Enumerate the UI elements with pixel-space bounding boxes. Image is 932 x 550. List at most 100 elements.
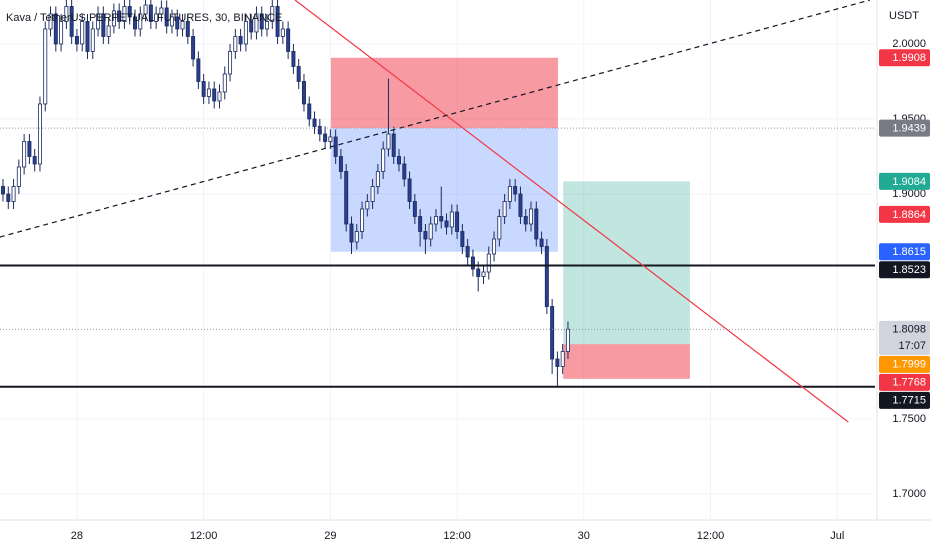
x-tick-label: 28 <box>71 530 83 542</box>
candle-body <box>349 223 354 243</box>
candle-body <box>428 223 433 240</box>
chart-title: Kava / TetherUS PERPETUAL FUTURES, 30, B… <box>6 12 282 24</box>
candle-body <box>539 238 544 247</box>
target-zone <box>563 181 690 345</box>
candle-body <box>148 4 153 22</box>
candle-body <box>523 216 528 225</box>
candle-body <box>275 6 280 37</box>
candle-body <box>418 216 423 232</box>
stop-zone <box>330 57 558 129</box>
axis-unit: USDT <box>889 10 919 22</box>
price-badge-label: 1.8615 <box>892 246 926 258</box>
candle-body <box>16 166 21 187</box>
candle-body <box>133 16 137 30</box>
price-badge <box>879 373 930 391</box>
x-tick-label: Jul <box>830 530 844 542</box>
price-badge-label: 1.8523 <box>892 264 926 276</box>
candle-body <box>375 171 380 187</box>
candle-body <box>69 6 74 37</box>
candle-body <box>529 208 533 225</box>
candle-body <box>291 51 296 67</box>
candle-body <box>254 13 259 33</box>
candle-body <box>507 186 512 202</box>
candle-body <box>381 148 386 172</box>
candle-body <box>550 306 555 360</box>
candle-body <box>344 171 349 225</box>
candle-body <box>11 186 16 202</box>
candle-body <box>449 211 454 228</box>
candle-body <box>265 21 269 30</box>
candle-body <box>328 136 333 142</box>
candle-body <box>243 21 248 45</box>
candle-body <box>169 16 174 27</box>
candle-body <box>317 126 322 135</box>
candle-body <box>402 163 407 180</box>
price-badge <box>879 119 930 137</box>
candle-body <box>386 133 391 150</box>
candle-body <box>270 6 275 22</box>
candle-body <box>323 133 328 142</box>
candle-body <box>74 36 79 45</box>
candle-body <box>96 13 101 30</box>
price-badge <box>879 49 930 67</box>
price-badge <box>879 172 930 190</box>
candle-body <box>164 7 169 27</box>
candle-body <box>423 231 428 240</box>
candle-body <box>59 21 64 45</box>
y-tick-label: 1.7000 <box>892 488 926 500</box>
candle-body <box>249 21 254 33</box>
candle-body <box>486 253 491 273</box>
candle-body <box>370 186 375 202</box>
candle-body <box>159 7 164 15</box>
candle-body <box>354 231 359 243</box>
candle-body <box>534 208 539 240</box>
candle-body <box>80 21 85 45</box>
candle-body <box>391 133 396 157</box>
candle-body <box>518 193 523 217</box>
candle-body <box>492 238 497 255</box>
candle-body <box>53 13 58 45</box>
candle-body <box>465 246 470 258</box>
candle-body <box>360 208 365 232</box>
candle-body <box>560 351 565 367</box>
candle-body <box>101 13 106 37</box>
price-badge-label: 1.9439 <box>892 123 926 135</box>
candle-body <box>444 220 449 228</box>
y-tick-label: 1.7500 <box>892 413 926 425</box>
x-tick-label: 30 <box>578 530 590 542</box>
candle-body <box>191 36 196 60</box>
candle-body <box>143 4 148 15</box>
candle-body <box>365 201 370 210</box>
candle-body <box>555 358 560 367</box>
candle-body <box>22 141 27 168</box>
stop-zone <box>563 344 690 379</box>
candle-body <box>64 6 69 22</box>
candle-body <box>259 13 264 30</box>
candle-body <box>90 28 95 52</box>
candle-body <box>513 186 518 195</box>
candle-body <box>180 21 185 30</box>
candle-body <box>233 36 238 52</box>
candle-body <box>196 58 201 82</box>
candle-body <box>301 81 306 105</box>
price-badge-label: 1.8864 <box>892 209 926 221</box>
candle-body <box>565 328 570 352</box>
candle-body <box>206 88 211 97</box>
candle-body <box>407 178 412 202</box>
candle-body <box>412 201 417 217</box>
candle-body <box>175 16 180 30</box>
x-tick-label: 12:00 <box>190 530 218 542</box>
price-badge-label: 1.7999 <box>892 359 926 371</box>
candle-body <box>106 25 111 37</box>
x-tick-label: 12:00 <box>443 530 471 542</box>
candle-body <box>111 10 116 27</box>
price-badge <box>879 243 930 261</box>
candle-body <box>43 28 48 105</box>
candle-body <box>470 256 475 270</box>
candle-body <box>296 66 301 82</box>
candle-body <box>212 88 217 102</box>
trend-line <box>0 0 871 238</box>
candle-body <box>201 81 206 97</box>
